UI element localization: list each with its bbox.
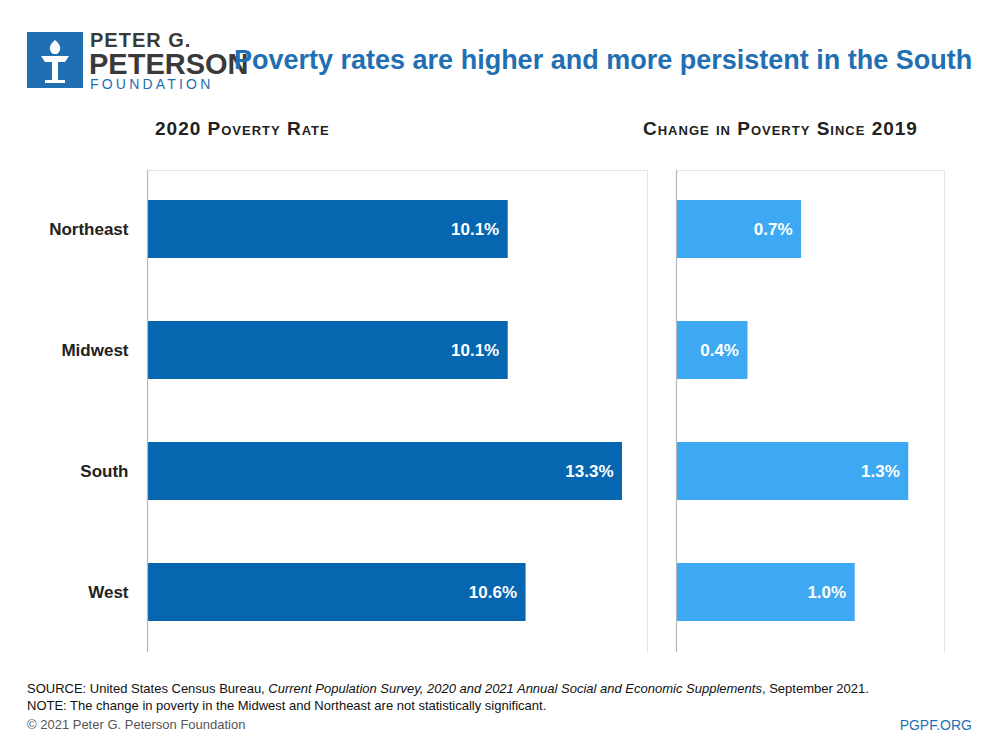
html-text:FOUNDATION: FOUNDATION xyxy=(90,76,214,92)
html-text:2020 Poverty Rate: 2020 Poverty Rate xyxy=(155,118,330,139)
svg-text:Midwest: Midwest xyxy=(61,341,128,360)
svg-text:10.1%: 10.1% xyxy=(451,341,499,360)
html-text:Change in Poverty Since 2019: Change in Poverty Since 2019 xyxy=(643,118,918,139)
html-text:PETER G.: PETER G. xyxy=(90,29,192,51)
svg-text:13.3%: 13.3% xyxy=(565,462,613,481)
svg-text:South: South xyxy=(80,462,128,481)
svg-text:0.7%: 0.7% xyxy=(754,220,793,239)
svg-text:0.4%: 0.4% xyxy=(700,341,739,360)
svg-text:Northeast: Northeast xyxy=(49,220,129,239)
html-text:Poverty rates are higher and m: Poverty rates are higher and more persis… xyxy=(234,45,973,75)
html-text:PETERSON: PETERSON xyxy=(89,48,249,80)
svg-text:1.0%: 1.0% xyxy=(807,583,846,602)
svg-text:10.6%: 10.6% xyxy=(469,583,517,602)
html-text:NOTE: The change in poverty in: NOTE: The change in poverty in the Midwe… xyxy=(27,698,547,713)
svg-text:10.1%: 10.1% xyxy=(451,220,499,239)
svg-text:West: West xyxy=(88,583,129,602)
html-text:© 2021 Peter G. Peterson Found: © 2021 Peter G. Peterson Foundation xyxy=(27,717,246,732)
svg-text:1.3%: 1.3% xyxy=(861,462,900,481)
html-text:PGPF.ORG: PGPF.ORG xyxy=(899,717,972,733)
html-text:SOURCE: United States Census B: SOURCE: United States Census Bureau, Cur… xyxy=(27,681,869,696)
